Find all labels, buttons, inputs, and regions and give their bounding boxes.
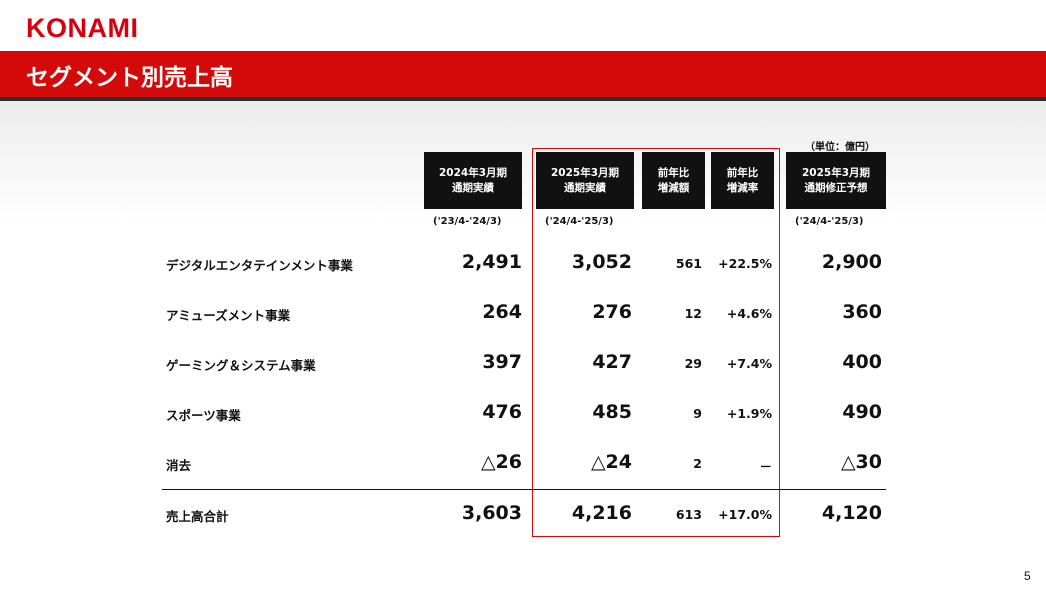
cell-rate: +22.5% [718, 256, 772, 271]
cell-fy2025: 3,052 [571, 251, 632, 273]
header-line1: 前年比 [726, 166, 759, 179]
header-fy2025-forecast: 2025年3月期 通期修正予想 [786, 152, 886, 209]
cell-rate: +4.6% [726, 306, 772, 321]
cell-diff: 613 [675, 507, 702, 522]
cell-diff: 29 [684, 356, 702, 371]
row-label-digital-entertainment: デジタルエンタテインメント事業 [166, 258, 353, 273]
total-divider [162, 489, 886, 490]
header-line2: 通期実績 [564, 181, 606, 194]
header-line1: 2024年3月期 [438, 166, 508, 179]
cell-fy2025: 485 [592, 401, 632, 423]
cell-fy2025: 427 [592, 351, 632, 373]
title-banner: セグメント別売上高 [0, 51, 1046, 101]
cell-fy2024: 397 [482, 351, 522, 373]
header-fy2025-actual: 2025年3月期 通期実績 [536, 152, 634, 209]
cell-fy2024: 3,603 [461, 502, 522, 524]
cell-rate: +17.0% [718, 507, 772, 522]
cell-diff: 2 [693, 456, 702, 471]
row-label-sports: スポーツ事業 [166, 408, 241, 423]
page-number: 5 [1024, 569, 1031, 583]
row-label-total-sales: 売上高合計 [166, 509, 229, 524]
cell-forecast: 4,120 [821, 502, 882, 524]
header-line2: 増減額 [657, 181, 690, 194]
header-line2: 通期修正予想 [804, 181, 868, 194]
cell-fy2024: 2,491 [461, 251, 522, 273]
konami-logo: KONAMI [26, 13, 139, 43]
slide-title: セグメント別売上高 [26, 65, 233, 91]
unit-note: （単位：億円） [805, 142, 875, 153]
row-label-gaming-systems: ゲーミング＆システム事業 [166, 358, 316, 373]
fy2025-highlight-frame [532, 148, 780, 537]
cell-diff: 12 [684, 306, 702, 321]
background-gradient [0, 101, 1046, 221]
header-line1: 2025年3月期 [801, 166, 871, 179]
cell-rate: － [759, 459, 772, 474]
cell-forecast: △30 [840, 451, 882, 473]
cell-forecast: 400 [842, 351, 882, 373]
header-yoy-rate: 前年比 増減率 [711, 152, 774, 209]
cell-forecast: 490 [842, 401, 882, 423]
header-line1: 前年比 [657, 166, 690, 179]
cell-rate: +1.9% [726, 406, 772, 421]
cell-diff: 9 [693, 406, 702, 421]
cell-fy2025: 4,216 [571, 502, 632, 524]
cell-fy2024: △26 [480, 451, 522, 473]
cell-forecast: 360 [842, 301, 882, 323]
cell-fy2024: 264 [482, 301, 522, 323]
period-forecast: ('24/4-'25/3) [795, 216, 864, 227]
cell-fy2025: 276 [592, 301, 632, 323]
header-line1: 2025年3月期 [550, 166, 620, 179]
period-fy2024: ('23/4-'24/3) [433, 216, 502, 227]
row-label-eliminations: 消去 [166, 458, 192, 473]
row-label-amusement: アミューズメント事業 [166, 308, 291, 323]
period-fy2025: ('24/4-'25/3) [545, 216, 614, 227]
cell-rate: +7.4% [726, 356, 772, 371]
cell-diff: 561 [675, 256, 702, 271]
cell-fy2025: △24 [590, 451, 632, 473]
header-line2: 通期実績 [452, 181, 494, 194]
cell-fy2024: 476 [482, 401, 522, 423]
header-fy2024-actual: 2024年3月期 通期実績 [424, 152, 522, 209]
header-line2: 増減率 [726, 181, 759, 194]
header-yoy-amount: 前年比 増減額 [642, 152, 705, 209]
cell-forecast: 2,900 [821, 251, 882, 273]
